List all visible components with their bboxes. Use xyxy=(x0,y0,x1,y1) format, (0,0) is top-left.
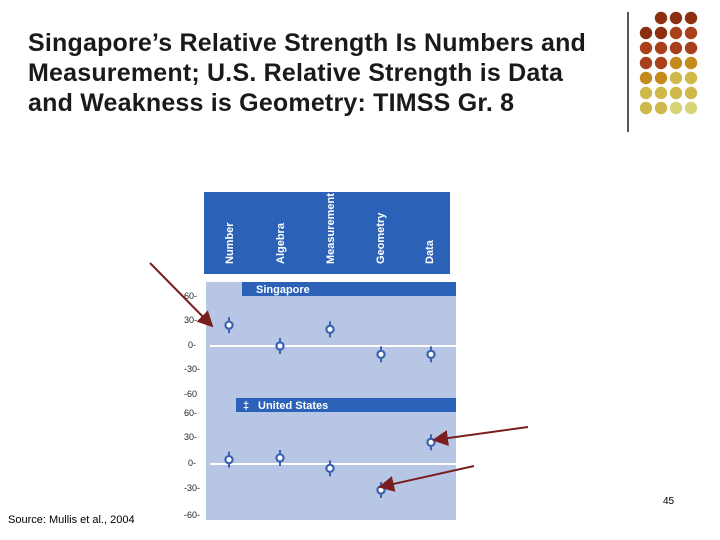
decorative-dot xyxy=(639,41,653,55)
y-tick-label: -60 xyxy=(184,389,197,399)
slide-title: Singapore’s Relative Strength Is Numbers… xyxy=(28,29,587,117)
decorative-dot xyxy=(684,86,698,100)
decorative-dot xyxy=(684,41,698,55)
y-tick-label: 0- xyxy=(188,458,196,468)
category-label-geometry: Geometry xyxy=(375,212,387,264)
y-tick-label: 30- xyxy=(184,315,197,325)
annotation-arrow-singapore-number xyxy=(149,262,214,328)
decorative-dot xyxy=(684,56,698,70)
data-point xyxy=(426,349,436,360)
y-tick-label: -30- xyxy=(184,483,200,493)
source-note: Source: Mullis et al., 2004 xyxy=(8,514,135,526)
y-tick-label: 60- xyxy=(184,291,197,301)
data-point xyxy=(224,454,234,465)
category-label-data: Data xyxy=(424,239,436,264)
decorative-dot xyxy=(684,71,698,85)
annotation-arrow-us-geometry xyxy=(378,465,475,492)
decorative-dot xyxy=(669,86,683,100)
decorative-dot xyxy=(639,71,653,85)
decorative-dot xyxy=(639,56,653,70)
singapore-panel: Singapore 60- 30- 0- -30- -60 xyxy=(184,282,456,399)
decorative-dot xyxy=(669,41,683,55)
decorative-dot xyxy=(669,11,683,25)
y-tick-label: 0- xyxy=(188,340,196,350)
annotation-arrow-us-data xyxy=(432,426,529,447)
panel-title: United States xyxy=(258,400,328,412)
decorative-dot-grid xyxy=(639,11,698,115)
data-point xyxy=(275,341,285,351)
data-point xyxy=(275,453,285,463)
vertical-divider xyxy=(627,12,629,132)
decorative-dot xyxy=(669,71,683,85)
page-number: 45 xyxy=(663,496,675,507)
panel-title-bar xyxy=(236,398,456,412)
decorative-dot xyxy=(654,56,668,70)
decorative-dot xyxy=(684,101,698,115)
data-point xyxy=(224,320,234,330)
decorative-dot xyxy=(639,26,653,40)
category-label-algebra: Algebra xyxy=(275,222,287,264)
panel-title-bar xyxy=(242,282,456,296)
decorative-dot xyxy=(639,86,653,100)
y-tick-label: -30- xyxy=(184,364,200,374)
data-point xyxy=(325,463,335,474)
panel-title-marker: ‡ xyxy=(243,400,249,412)
decorative-dot xyxy=(684,26,698,40)
decorative-dot xyxy=(669,101,683,115)
category-label-measurement: Measurement xyxy=(325,193,337,264)
decorative-dot xyxy=(639,101,653,115)
decorative-dot xyxy=(654,11,668,25)
y-tick-label: -60- xyxy=(184,510,200,520)
category-header-background xyxy=(204,192,450,274)
data-point xyxy=(376,349,386,360)
panel-title: Singapore xyxy=(256,284,310,296)
decorative-dot xyxy=(654,86,668,100)
decorative-dot xyxy=(669,26,683,40)
panel-background xyxy=(206,398,456,520)
panel-background xyxy=(206,282,456,398)
decorative-dot xyxy=(654,26,668,40)
data-point xyxy=(325,324,335,335)
category-label-number: Number xyxy=(224,222,236,264)
decorative-dot xyxy=(654,101,668,115)
decorative-dot xyxy=(654,71,668,85)
data-point xyxy=(426,437,436,448)
chart-header-band: Number Algebra Measurement Geometry Data xyxy=(204,192,450,274)
decorative-dot xyxy=(669,56,683,70)
y-tick-label: 30- xyxy=(184,432,197,442)
y-tick-label: 60- xyxy=(184,408,197,418)
decorative-dot xyxy=(684,11,698,25)
decorative-dot xyxy=(654,41,668,55)
united-states-panel: ‡ United States 60- 30- 0- -30- -60- xyxy=(184,398,456,520)
